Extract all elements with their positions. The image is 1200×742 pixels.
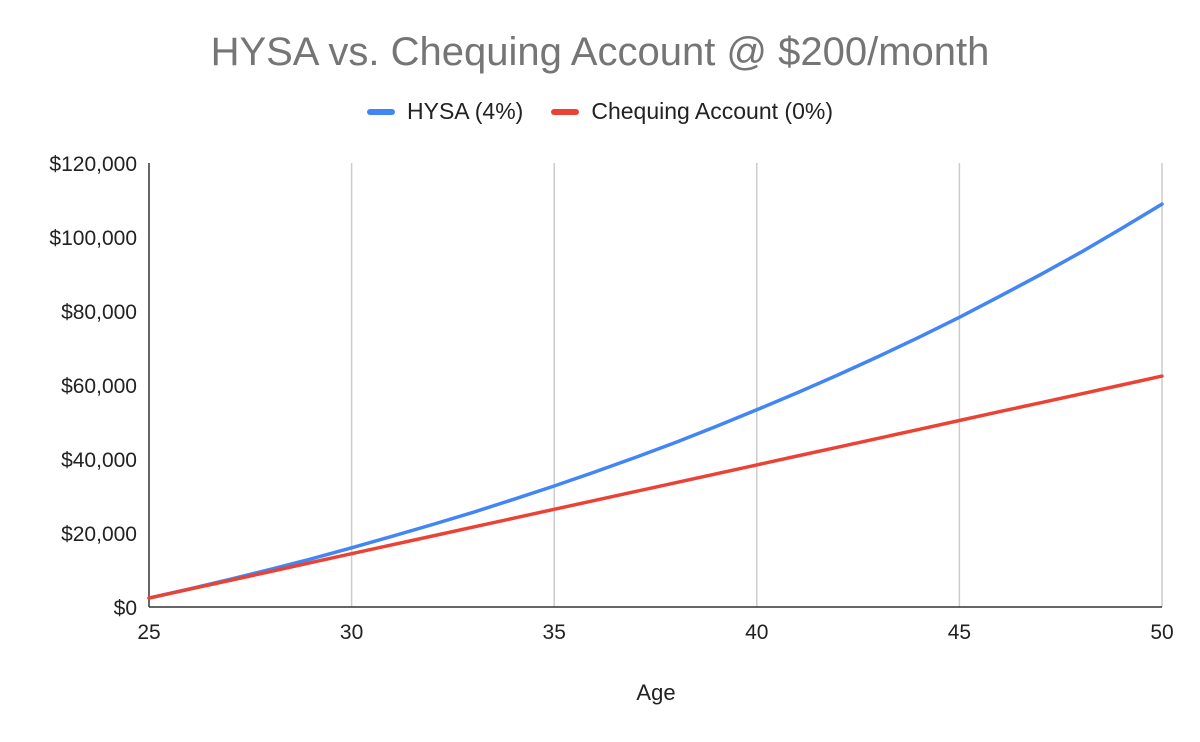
x-tick-label-45: 45 xyxy=(948,621,971,644)
series-line-chequing xyxy=(147,374,1164,600)
legend-item-hysa[interactable]: HYSA (4%) xyxy=(367,98,523,125)
y-tick-label-80000: $80,000 xyxy=(61,301,137,324)
legend-swatch-hysa xyxy=(367,108,395,115)
y-tick-label-120000: $120,000 xyxy=(49,153,137,176)
y-tick-label-40000: $40,000 xyxy=(61,449,137,472)
legend: HYSA (4%) Chequing Account (0%) xyxy=(0,98,1200,125)
series-lines xyxy=(147,202,1164,600)
series-line-hysa xyxy=(147,202,1164,600)
y-tick-label-0: $0 xyxy=(114,597,137,620)
x-tick-label-40: 40 xyxy=(745,621,768,644)
y-tick-label-60000: $60,000 xyxy=(61,375,137,398)
chart-title: HYSA vs. Chequing Account @ $200/month xyxy=(210,30,990,74)
y-tick-label-100000: $100,000 xyxy=(49,227,137,250)
y-tick-label-20000: $20,000 xyxy=(61,523,137,546)
x-tick-label-35: 35 xyxy=(543,621,566,644)
tick-labels: 25 30 35 40 45 50 $0 $20,000 $40,000 $60,000 $80,0… xyxy=(49,153,1173,644)
x-axis-title: Age xyxy=(636,680,675,705)
axes xyxy=(148,163,1162,608)
legend-swatch-chequing xyxy=(551,108,580,115)
x-tick-label-25: 25 xyxy=(137,621,160,644)
grid-lines xyxy=(350,163,1163,607)
x-tick-label-50: 50 xyxy=(1150,621,1173,644)
legend-item-chequing[interactable]: Chequing Account (0%) xyxy=(551,98,833,125)
legend-label-hysa: HYSA (4%) xyxy=(407,98,524,124)
legend-label-chequing: Chequing Account (0%) xyxy=(591,98,833,124)
x-tick-label-30: 30 xyxy=(340,621,363,644)
